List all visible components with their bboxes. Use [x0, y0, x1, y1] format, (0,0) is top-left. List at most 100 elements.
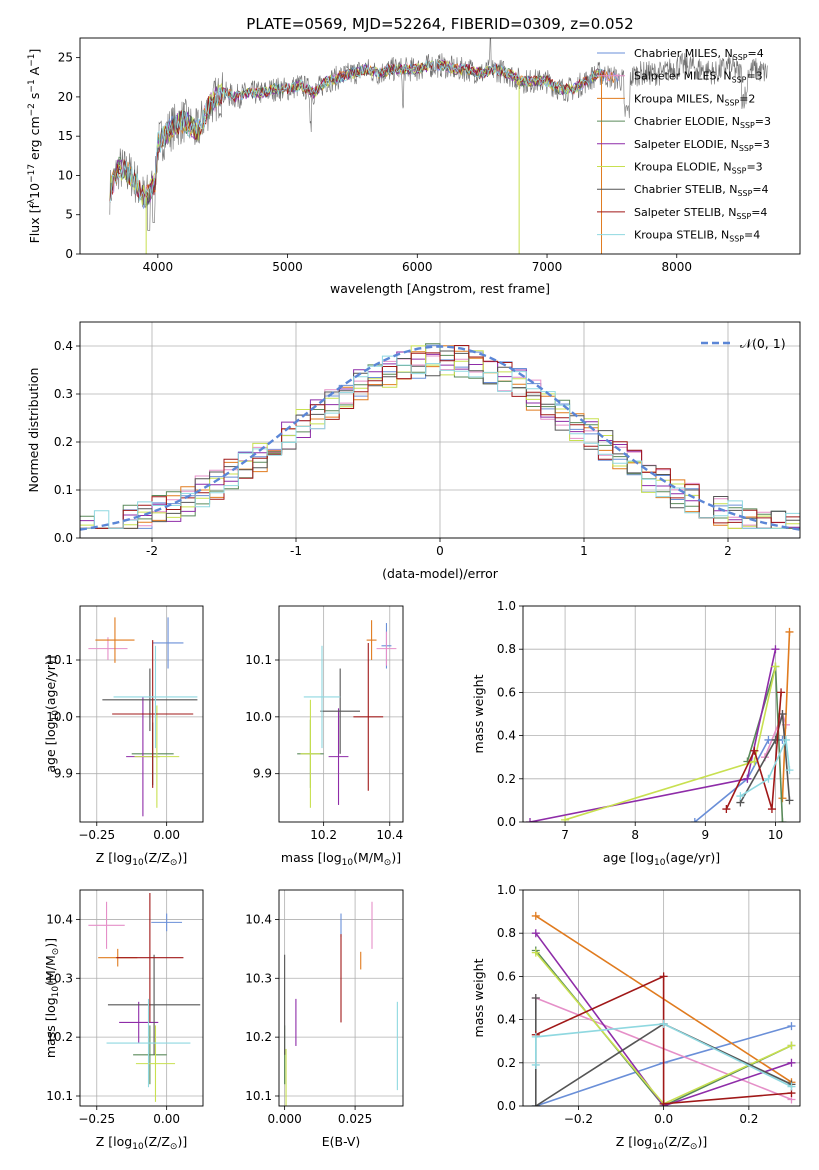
weight_vs_age-axes: 7 8 9 10 0.0 0.2 0.4 0.6 0.8 1.0: [497, 599, 801, 842]
weight_vs_age-series-marker: [690, 818, 699, 822]
weight_vs_age-series-marker: [785, 766, 794, 775]
age_vs_mass-axes: 10.2 10.4 9.9 10.0 10.1: [245, 605, 404, 842]
weight_vs_age-series-marker: [561, 815, 570, 822]
weight_vs_Z-series-line: [535, 1023, 792, 1088]
legend-label-part: SSP: [740, 121, 755, 130]
weight_vs_Z-x-label: Z [log10(Z/Z⊙)]: [616, 1134, 707, 1152]
mass_vs_Z-errorbar-point: [116, 892, 184, 1023]
weight_vs_Z-x-label-part: ⊙: [690, 1142, 698, 1152]
weight_vs_Z-y-ticks: 0.0 0.2 0.4 0.6 0.8 1.0: [497, 883, 523, 1113]
weight_vs_age-x-label: age [log10(age/yr)]: [603, 850, 720, 868]
weight_vs_age-series-marker: [785, 627, 794, 636]
residuals-axes: -2 -1 0 1 2 0.0 0.1 0.2 0.3 0.4: [54, 321, 801, 558]
weight_vs_age-series: [561, 662, 780, 822]
mass_vs_Z-frame: [79, 889, 204, 1107]
weight_vs_Z-x-tick-label: 0.2: [739, 1112, 758, 1126]
weight_vs_Z-x-ticks: −0.2 0.0 0.2: [564, 1106, 758, 1126]
weight_vs_age-y-tick-label: 0.6: [497, 685, 516, 699]
spectrum-model-line: [109, 59, 605, 207]
mass_vs_Z-y-tick-label: 10.3: [46, 971, 73, 985]
age_vs_Z-x-label-part: (Z/Z: [144, 850, 170, 865]
legend-label-part: Salpeter ELODIE, N: [634, 138, 739, 151]
legend-label-part: =3: [746, 70, 762, 83]
age_vs_mass-y-tick-label: 9.9: [253, 767, 272, 781]
mass_vs_Z-y-tick-label: 10.1: [46, 1089, 73, 1103]
residual-histogram-step: [80, 355, 800, 529]
spectrum-y-label-part: ]: [27, 49, 42, 54]
mass_vs_Z-errorbar-point: [151, 913, 183, 932]
normal-reference-curve: [80, 345, 800, 531]
legend-label: 𝒩(0, 1): [740, 336, 786, 351]
legend-label: Chabrier ELODIE, NSSP=3: [634, 115, 771, 130]
mass_vs_Z-errorbar-point: [133, 1025, 167, 1085]
residuals-y-label: Normed distribution: [26, 368, 41, 493]
weight_vs_age-series-marker: [771, 662, 780, 671]
age_vs_mass-x-tick-label: 10.4: [376, 828, 403, 842]
spectrum-x-ticks: 4000 5000 6000 7000 8000: [143, 254, 692, 274]
age_vs_mass-x-label-part: )]: [391, 850, 401, 865]
mass_vs_Z-x-label: Z [log10(Z/Z⊙)]: [96, 1134, 187, 1152]
weight_vs_age-series: [778, 627, 794, 803]
spectrum-observed-line: [109, 38, 768, 231]
residuals-y-tick-label: 0.1: [54, 483, 73, 497]
age_vs_mass-x-label-part: mass [log: [281, 850, 342, 865]
spectrum-axes: 4000 5000 6000 7000 8000 0 5 10 15 20 25: [58, 37, 801, 274]
age_vs_Z-errorbar-point: [95, 617, 135, 663]
spectrum-y-label-part: −17: [27, 164, 37, 183]
weight_vs_age-series: [736, 735, 794, 801]
mass_vs_Z-errorbar-point: [107, 954, 201, 1055]
residuals-frame: [79, 321, 801, 539]
spectrum-y-label-part: λ: [27, 198, 37, 204]
mass_vs_Z-x-tick-label: 0.00: [153, 1112, 180, 1126]
residuals-y-tick-label: 0.3: [54, 387, 73, 401]
mass_vs_Z-errorbar-point: [106, 998, 191, 1088]
spectrum-x-tick-label: 4000: [143, 260, 174, 274]
age_vs_mass-errorbar-point: [300, 699, 321, 808]
spectrum-y-tick-label: 15: [58, 129, 73, 143]
spectrum-x-tick-label: 7000: [532, 260, 563, 274]
age_vs_mass-plot-area: [297, 620, 397, 808]
weight_vs_Z-series-marker: [531, 1032, 540, 1041]
weight_vs_Z-series-marker: [787, 1058, 796, 1067]
age_vs_Z-y-tick-label: 10.1: [46, 653, 73, 667]
weight_vs_age-series-line: [725, 692, 782, 810]
weight_vs_Z-plot-area: [531, 911, 796, 1106]
weight_vs_Z-series-marker: [659, 972, 668, 981]
spectrum-model-line: [109, 59, 605, 208]
spectrum-y-tick-label: 10: [58, 168, 73, 182]
age_vs_mass-grid: [279, 606, 403, 822]
weight_vs_Z-y-tick-label: 0.6: [497, 969, 516, 983]
age_vs_Z-y-label-part: 10: [51, 710, 61, 722]
legend-label-part: Chabrier STELIB, N: [634, 183, 738, 196]
age_vs_Z-x-label-part: Z [log: [96, 850, 132, 865]
weight_vs_age-y-tick-label: 1.0: [497, 599, 516, 613]
spectrum-y-label-part: s: [27, 93, 42, 104]
mass_vs_Z-x-ticks: −0.25 0.00: [78, 1106, 180, 1126]
age_vs_Z-x-label-part: 10: [132, 858, 144, 868]
mass_vs_ebv-x-tick-label: 0.000: [267, 1112, 301, 1126]
weight_vs_age-series-line: [781, 631, 791, 799]
age_vs_Z-x-label: Z [log10(Z/Z⊙)]: [96, 850, 187, 868]
age_vs_Z-plot-area: [88, 617, 198, 817]
weight_vs_age-series-marker: [736, 792, 745, 801]
weight_vs_Z-x-label-part: 10: [652, 1142, 664, 1152]
weight_vs_age-y-tick-label: 0.0: [497, 815, 516, 829]
mass_vs_ebv-y-tick-label: 10.4: [245, 912, 272, 926]
mass_vs_Z-errorbar-point: [119, 1001, 159, 1044]
weight_vs_Z-series-marker: [531, 911, 540, 920]
weight_vs_age-series-marker: [722, 805, 731, 814]
age_vs_mass-x-ticks: 10.2 10.4: [310, 822, 403, 842]
legend-label-part: =4: [752, 183, 768, 196]
age_vs_mass-y-ticks: 9.9 10.0 10.1: [245, 653, 279, 781]
mass_vs_ebv-x-ticks: 0.000 0.025: [267, 1106, 372, 1126]
weight_vs_age-y-ticks: 0.0 0.2 0.4 0.6 0.8 1.0: [497, 599, 523, 829]
spectrum-y-label-part: −2: [27, 103, 37, 116]
age_vs_Z-x-label-part: ⊙: [170, 858, 178, 868]
age_vs_mass-frame: [278, 605, 404, 823]
weight_vs_age-series-marker: [526, 818, 535, 822]
residuals-x-tick-label: -1: [290, 544, 302, 558]
legend-label: Chabrier STELIB, NSSP=4: [634, 183, 769, 198]
mass_vs_Z-axes: −0.25 0.00 10.1 10.2 10.3 10.4: [46, 889, 204, 1126]
